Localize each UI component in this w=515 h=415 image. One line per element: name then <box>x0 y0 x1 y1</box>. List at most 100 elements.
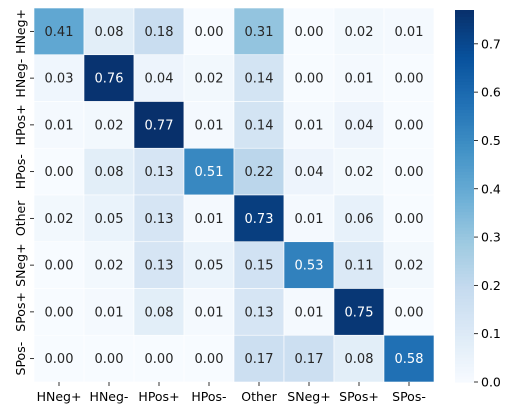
heatmap-cell <box>233 101 285 149</box>
cell-value-label: 0.01 <box>195 305 224 320</box>
colorbar-segment <box>455 31 474 36</box>
colorbar-segment <box>455 121 474 126</box>
colorbar-segment <box>455 205 474 209</box>
colorbar-segment <box>455 44 474 48</box>
heatmap-cell <box>33 288 85 336</box>
heatmap-cell <box>283 194 335 243</box>
colorbar-segment <box>455 25 474 30</box>
cell-value-label: 0.02 <box>195 72 224 87</box>
heatmap-cell <box>33 7 85 56</box>
colorbar-segment <box>455 199 474 203</box>
colorbar-segment <box>455 276 474 281</box>
x-tick-label: HNeg- <box>90 389 129 404</box>
cell-value-label: 0.08 <box>345 352 374 367</box>
colorbar-segment <box>455 149 474 154</box>
colorbar-tick-label: 0.7 <box>481 36 501 51</box>
cell-value-label: 0.77 <box>145 118 174 133</box>
colorbar-segment <box>455 186 474 191</box>
heatmap-cell <box>183 194 235 243</box>
colorbar-segment <box>455 171 474 175</box>
cell-value-label: 0.76 <box>95 72 124 87</box>
colorbar-segment <box>455 214 474 219</box>
cell-value-label: 0.01 <box>45 118 74 133</box>
heatmap-cell <box>283 7 335 56</box>
cell-value-label: 0.17 <box>245 352 274 367</box>
heatmap-cell <box>133 101 185 149</box>
cell-value-label: 0.22 <box>245 165 274 180</box>
cell-value-label: 0.13 <box>145 259 174 274</box>
colorbar-segment <box>455 369 474 374</box>
heatmap-cell <box>383 194 435 243</box>
x-tick-label: HPos+ <box>138 389 179 404</box>
cell-value-label: 0.08 <box>95 165 124 180</box>
colorbar-segment <box>455 248 474 253</box>
heatmap-cell <box>283 54 335 102</box>
colorbar-segment <box>455 13 474 17</box>
cell-value-label: 0.00 <box>95 352 124 367</box>
colorbar-segment <box>455 165 474 169</box>
heatmap-cell <box>83 288 135 336</box>
heatmap-cell <box>283 241 335 289</box>
heatmap-cell <box>233 147 285 196</box>
cell-value-label: 0.73 <box>245 212 274 227</box>
y-tick-label: Other <box>13 200 28 236</box>
heatmap-cell <box>183 101 235 149</box>
heatmap-cell <box>233 241 285 289</box>
cell-value-label: 0.01 <box>95 305 124 320</box>
cell-value-label: 0.00 <box>45 305 74 320</box>
heatmap-cell <box>383 241 435 289</box>
colorbar-tick-label: 0.5 <box>481 133 501 148</box>
heatmap-cell <box>233 194 285 243</box>
cell-value-label: 0.00 <box>395 118 424 133</box>
cell-value-label: 0.53 <box>295 259 324 274</box>
cell-value-label: 0.00 <box>145 352 174 367</box>
y-tick-label: HNeg- <box>13 59 28 98</box>
colorbar-segment <box>455 134 474 138</box>
y-tick-label: HPos+ <box>13 104 28 145</box>
heatmap-cell <box>383 7 435 56</box>
colorbar-segment <box>455 56 474 61</box>
cell-value-label: 0.14 <box>245 118 274 133</box>
colorbar-segment <box>455 335 474 340</box>
cell-value-label: 0.05 <box>95 212 124 227</box>
colorbar-segment <box>455 47 474 51</box>
colorbar-segment <box>455 50 474 54</box>
colorbar-segment <box>455 168 474 172</box>
heatmap-cell <box>233 288 285 336</box>
colorbar-segment <box>455 372 474 377</box>
colorbar-segment <box>455 295 474 299</box>
heatmap-cells: 0.41 0.08 0.18 0.00 0.31 0.00 0.02 0.01 0.03 0.76… <box>33 7 435 383</box>
y-tick-label: SPos- <box>13 342 28 376</box>
colorbar-segment <box>455 227 474 231</box>
heatmap-cell <box>233 334 285 383</box>
colorbar-tick-label: 0.6 <box>481 85 501 100</box>
colorbar-segment <box>455 192 474 197</box>
colorbar-segment <box>455 177 474 182</box>
colorbar-segment <box>455 75 474 79</box>
colorbar-segment <box>455 22 474 27</box>
colorbar-segment <box>455 329 474 333</box>
colorbar-segment <box>455 307 474 312</box>
colorbar-segment <box>455 65 474 70</box>
cell-value-label: 0.18 <box>145 25 174 40</box>
colorbar-segment <box>455 338 474 343</box>
colorbar-segment <box>455 354 474 358</box>
colorbar-segment <box>455 208 474 213</box>
colorbar-segment <box>455 112 474 116</box>
heatmap-cell <box>183 147 235 196</box>
colorbar-segment <box>455 124 474 129</box>
cell-value-label: 0.58 <box>395 352 424 367</box>
cell-value-label: 0.31 <box>245 25 274 40</box>
colorbar-segment <box>455 103 474 107</box>
colorbar-segment <box>455 143 474 147</box>
heatmap-cell <box>283 288 335 336</box>
heatmap-cell <box>233 7 285 56</box>
cell-value-label: 0.00 <box>195 352 224 367</box>
colorbar-segment <box>455 245 474 250</box>
cell-value-label: 0.00 <box>45 165 74 180</box>
colorbar-segment <box>455 87 474 92</box>
colorbar-segment <box>455 68 474 73</box>
cell-value-label: 0.13 <box>245 305 274 320</box>
colorbar-segment <box>455 189 474 194</box>
cell-value-label: 0.01 <box>295 118 324 133</box>
